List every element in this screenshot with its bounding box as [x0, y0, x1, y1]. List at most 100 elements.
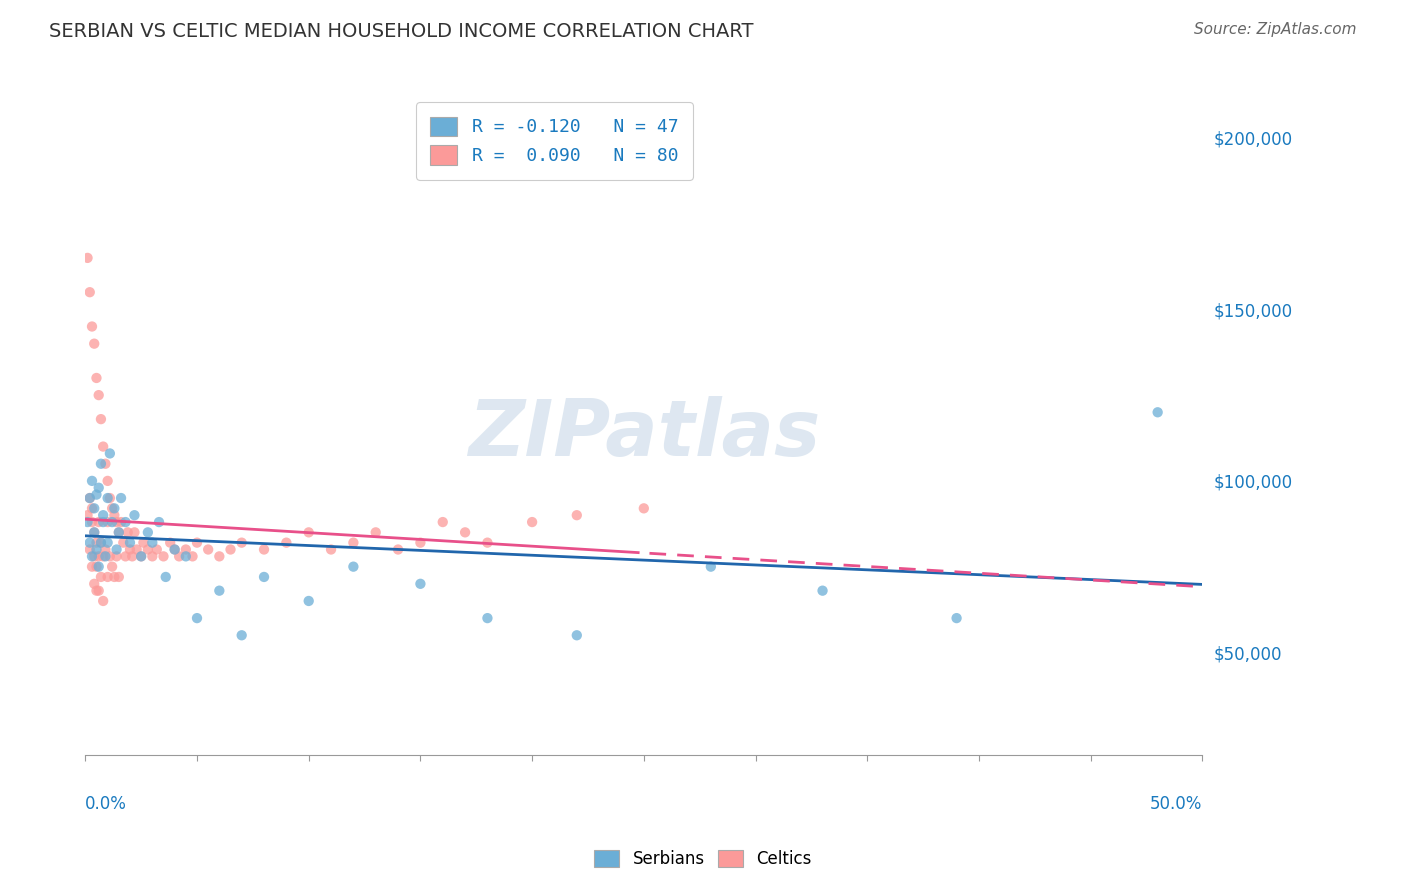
Point [114, 515, 136, 529]
Point [108, 570, 131, 584]
Point [97, 491, 120, 505]
Point [181, 549, 204, 564]
Point [117, 525, 139, 540]
Point [90, 535, 112, 549]
Point [136, 525, 159, 540]
Point [103, 570, 125, 584]
Point [124, 508, 146, 523]
Point [167, 549, 190, 564]
Point [454, 525, 477, 540]
Point [103, 508, 125, 523]
Point [76, 251, 98, 265]
Point [83, 336, 105, 351]
Point [101, 515, 124, 529]
Point [197, 542, 219, 557]
Point [97, 515, 120, 529]
Point [91, 508, 114, 523]
Point [83, 525, 105, 540]
Point [86, 535, 108, 549]
Point [76, 508, 98, 523]
Point [276, 535, 298, 549]
Point [94, 542, 117, 557]
Point [129, 549, 152, 564]
Point [79, 542, 101, 557]
Point [94, 457, 117, 471]
Point [186, 611, 208, 625]
Point [477, 611, 499, 625]
Point [364, 525, 387, 540]
Text: 0.0%: 0.0% [86, 796, 127, 814]
Point [148, 515, 170, 529]
Point [91, 515, 114, 529]
Point [87, 559, 110, 574]
Point [98, 549, 121, 564]
Point [79, 491, 101, 505]
Point [118, 535, 141, 549]
Point [90, 535, 112, 549]
Point [87, 388, 110, 402]
Point [90, 570, 112, 584]
Point [79, 491, 101, 505]
Point [253, 542, 276, 557]
Point [80, 549, 103, 564]
Point [108, 525, 131, 540]
Point [97, 535, 120, 549]
Point [565, 508, 588, 523]
Point [700, 559, 723, 574]
Point [86, 542, 108, 557]
Point [86, 488, 108, 502]
Point [208, 583, 231, 598]
Point [97, 474, 120, 488]
Point [97, 570, 120, 584]
Point [87, 515, 110, 529]
Point [83, 525, 105, 540]
Point [105, 542, 128, 557]
Point [219, 542, 242, 557]
Point [231, 628, 253, 642]
Point [98, 491, 121, 505]
Point [132, 535, 155, 549]
Point [945, 611, 967, 625]
Point [520, 515, 543, 529]
Point [298, 525, 321, 540]
Point [91, 440, 114, 454]
Point [253, 570, 276, 584]
Point [152, 549, 174, 564]
Point [101, 559, 124, 574]
Point [342, 559, 364, 574]
Point [91, 594, 114, 608]
Point [110, 491, 132, 505]
Point [477, 535, 499, 549]
Point [114, 549, 136, 564]
Point [633, 501, 655, 516]
Point [76, 515, 98, 529]
Point [124, 525, 146, 540]
Legend: R = -0.120   N = 47, R =  0.090   N = 80: R = -0.120 N = 47, R = 0.090 N = 80 [416, 102, 693, 180]
Point [141, 535, 163, 549]
Point [163, 542, 186, 557]
Text: SERBIAN VS CELTIC MEDIAN HOUSEHOLD INCOME CORRELATION CHART: SERBIAN VS CELTIC MEDIAN HOUSEHOLD INCOM… [49, 22, 754, 41]
Point [163, 542, 186, 557]
Point [136, 542, 159, 557]
Point [409, 535, 432, 549]
Point [105, 549, 128, 564]
Point [121, 549, 143, 564]
Point [319, 542, 342, 557]
Point [112, 535, 135, 549]
Point [231, 535, 253, 549]
Point [811, 583, 834, 598]
Point [80, 559, 103, 574]
Point [387, 542, 409, 557]
Text: 50.0%: 50.0% [1150, 796, 1202, 814]
Point [80, 501, 103, 516]
Point [110, 515, 132, 529]
Point [409, 576, 432, 591]
Point [86, 583, 108, 598]
Text: Source: ZipAtlas.com: Source: ZipAtlas.com [1194, 22, 1357, 37]
Point [186, 535, 208, 549]
Point [1146, 405, 1168, 419]
Point [80, 515, 103, 529]
Point [87, 481, 110, 495]
Point [86, 559, 108, 574]
Legend: Serbians, Celtics: Serbians, Celtics [588, 843, 818, 875]
